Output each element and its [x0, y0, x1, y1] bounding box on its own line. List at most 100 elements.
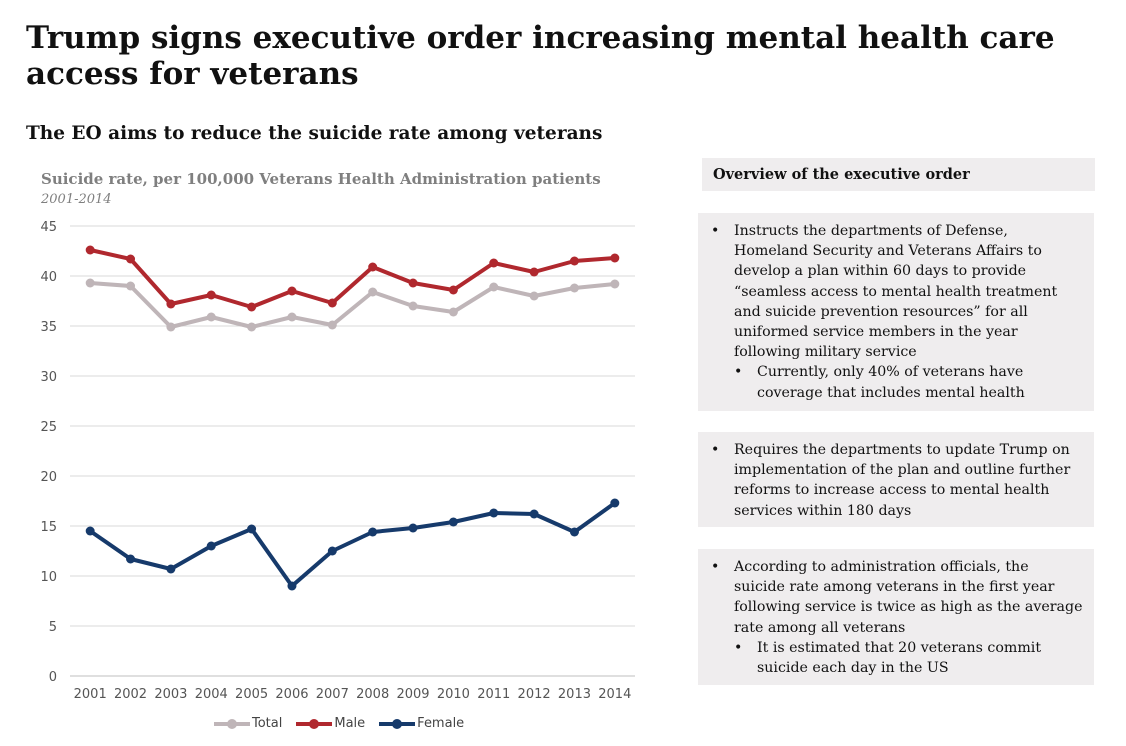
data-point-male — [85, 245, 95, 255]
data-point-male — [247, 302, 257, 312]
data-point-total — [85, 278, 95, 288]
x-tick-label: 2010 — [437, 687, 470, 702]
bullet-dot: • — [711, 442, 720, 458]
legend-swatch-female — [379, 718, 416, 729]
legend-label-total: Total — [252, 716, 283, 731]
sub-bullet-item: • Currently, only 40% of veterans have c… — [711, 362, 1084, 402]
x-tick-label: 2013 — [558, 687, 591, 702]
y-tick-label: 5 — [49, 620, 57, 635]
y-tick-label: 10 — [40, 570, 57, 585]
data-point-male — [327, 298, 337, 308]
legend-item-male: Male — [296, 716, 365, 731]
data-point-female — [408, 523, 418, 533]
data-point-female — [85, 526, 95, 536]
data-point-total — [368, 287, 378, 297]
data-point-male — [166, 299, 176, 309]
bullet-dot: • — [711, 223, 720, 239]
x-tick-label: 2014 — [598, 687, 631, 702]
data-point-total — [287, 312, 297, 322]
data-point-male — [448, 285, 458, 295]
data-point-male — [529, 267, 539, 277]
data-point-male — [126, 254, 136, 264]
bullet-item: • Requires the departments to update Tru… — [711, 440, 1084, 521]
data-point-total — [448, 307, 458, 317]
bullet-dot: • — [711, 559, 720, 575]
series-line-male — [89, 248, 615, 309]
legend-swatch-male — [296, 718, 333, 729]
y-tick-label: 15 — [40, 520, 57, 535]
data-point-female — [247, 524, 257, 534]
bullet-item: • According to administration officials,… — [711, 557, 1084, 638]
x-tick-label: 2001 — [74, 687, 107, 702]
data-point-total — [569, 283, 579, 293]
data-point-total — [206, 312, 216, 322]
data-point-female — [489, 508, 499, 518]
x-tick-label: 2008 — [356, 687, 389, 702]
x-tick-label: 2003 — [154, 687, 187, 702]
legend-item-female: Female — [379, 716, 464, 731]
y-tick-label: 30 — [40, 370, 57, 385]
x-tick-label: 2012 — [518, 687, 551, 702]
data-point-total — [166, 322, 176, 332]
sub-bullet-text: It is estimated that 20 veterans commit … — [757, 639, 1042, 677]
data-point-female — [569, 527, 579, 537]
chart-legend: Total Male Female — [214, 716, 464, 731]
data-point-female — [327, 546, 337, 556]
data-point-female — [166, 564, 176, 574]
data-point-total — [126, 281, 136, 291]
overview-box-2: • Requires the departments to update Tru… — [698, 432, 1094, 527]
data-point-female — [287, 581, 297, 591]
data-point-female — [368, 527, 378, 537]
legend-item-total: Total — [214, 716, 282, 731]
line-chart: 0 5 10 15 20 25 30 35 40 45 2001 2002 2003 2004 2005 20… — [40, 220, 635, 702]
data-point-female — [126, 554, 136, 564]
y-tick-label: 35 — [40, 320, 57, 335]
data-point-male — [569, 256, 579, 266]
data-point-total — [408, 301, 418, 311]
chart-title: Suicide rate, per 100,000 Veterans Healt… — [41, 170, 601, 188]
bullet-text: According to administration officials, t… — [734, 559, 1083, 636]
sub-bullet-dot: • — [734, 639, 743, 656]
legend-label-male: Male — [334, 716, 366, 731]
legend-swatch-total — [214, 718, 250, 729]
overview-box-3: • According to administration officials,… — [698, 549, 1094, 685]
data-point-female — [529, 509, 539, 519]
data-point-male — [610, 253, 620, 263]
data-point-female — [448, 517, 458, 527]
data-point-male — [287, 286, 297, 296]
y-tick-label: 0 — [49, 670, 57, 685]
data-point-female — [206, 541, 216, 551]
x-tick-label: 2009 — [396, 687, 429, 702]
y-tick-label: 25 — [40, 420, 57, 435]
series-line-female — [89, 501, 616, 588]
page-title: Trump signs executive order increasing m… — [26, 20, 1055, 92]
bullet-text: Instructs the departments of Defense, Ho… — [734, 223, 1058, 361]
page-subtitle: The EO aims to reduce the suicide rate a… — [26, 123, 603, 144]
data-point-male — [368, 262, 378, 272]
sub-bullet-item: • It is estimated that 20 veterans commi… — [711, 638, 1084, 678]
bullet-text: Requires the departments to update Trump… — [734, 442, 1071, 519]
overview-box-1: • Instructs the departments of Defense, … — [698, 213, 1094, 411]
x-tick-label: 2004 — [195, 687, 228, 702]
overview-header: Overview of the executive order — [702, 158, 1095, 191]
data-point-total — [247, 322, 257, 332]
data-point-male — [408, 278, 418, 288]
data-point-total — [610, 279, 620, 289]
data-point-male — [489, 258, 499, 268]
x-tick-label: 2005 — [235, 687, 268, 702]
x-tick-label: 2006 — [275, 687, 308, 702]
data-point-female — [610, 498, 620, 508]
data-point-total — [489, 282, 499, 292]
x-tick-label: 2011 — [477, 687, 510, 702]
data-point-total — [327, 320, 337, 330]
y-tick-label: 40 — [40, 270, 57, 285]
y-tick-label: 45 — [40, 220, 57, 235]
x-tick-label: 2002 — [114, 687, 147, 702]
legend-label-female: Female — [417, 716, 465, 731]
data-point-total — [529, 291, 539, 301]
bullet-item: • Instructs the departments of Defense, … — [711, 221, 1084, 362]
sub-bullet-dot: • — [734, 364, 743, 381]
series-line-total — [90, 281, 616, 329]
y-tick-label: 20 — [40, 470, 57, 485]
data-point-male — [206, 290, 216, 300]
